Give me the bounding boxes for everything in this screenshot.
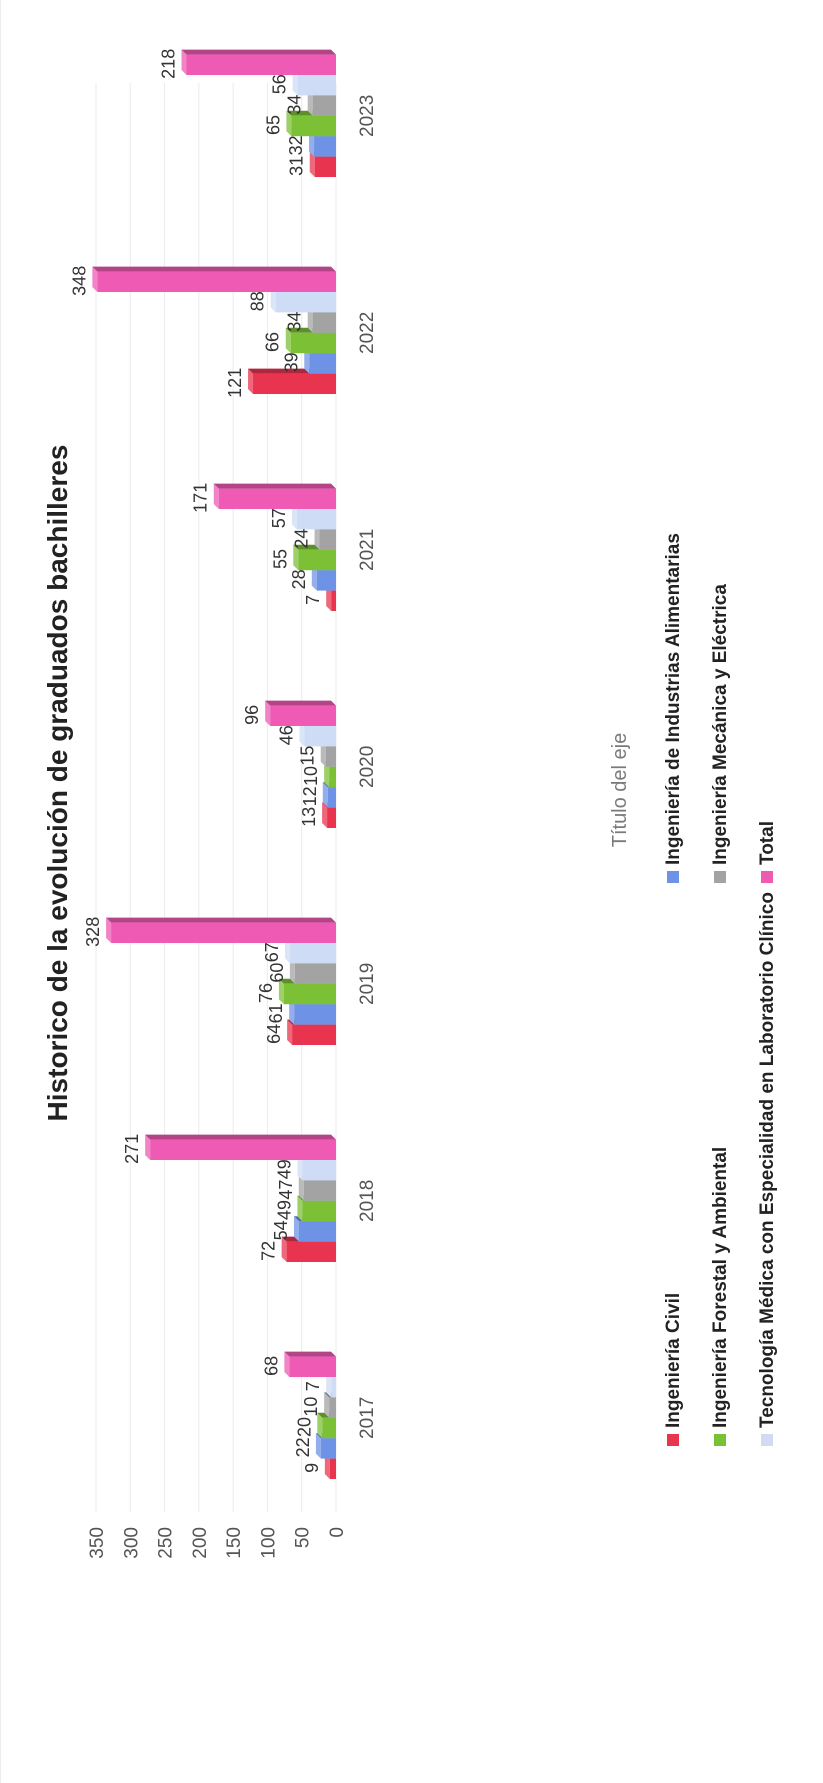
legend-label: Ingeniería Mecánica y Eléctrica [710,584,731,865]
y-axis-ticks: 0 50 100 150 200 250 300 350 [87,1527,348,1559]
legend-item: Ingeniería de Industrias Alimentarias [663,533,684,883]
category-label: 2021 [357,529,378,571]
bar [265,700,336,726]
data-label: 10 [301,766,321,786]
data-label: 57 [269,508,289,528]
data-label: 171 [191,483,211,513]
data-label: 49 [274,1200,294,1220]
bar [145,1134,336,1160]
data-label: 34 [285,312,305,332]
bar [106,917,337,943]
data-label: 76 [256,983,276,1003]
y-tick-label: 50 [293,1527,314,1548]
data-label: 20 [294,1417,314,1437]
data-label: 61 [266,1003,286,1023]
data-label: 31 [287,156,307,176]
y-tick-label: 0 [327,1527,348,1538]
category-label: 2017 [357,1397,378,1439]
legend-swatch [667,871,679,883]
data-label: 328 [83,917,103,947]
data-labels: 9222010768725449474927164617660673281312… [69,49,323,1473]
legend-label: Ingeniería Civil [663,1293,684,1428]
legend-label: Ingeniería Forestal y Ambiental [710,1147,731,1428]
data-label: 32 [286,135,306,155]
data-label: 96 [242,705,262,725]
data-label: 55 [270,549,290,569]
data-label: 49 [274,1159,294,1179]
data-label: 65 [263,115,283,135]
legend-item: Ingeniería Forestal y Ambiental [710,1147,731,1446]
data-label: 60 [267,963,287,983]
legend-item: Ingeniería Mecánica y Eléctrica [710,584,731,883]
data-label: 9 [302,1463,322,1473]
data-label: 218 [159,49,179,79]
data-label: 72 [259,1241,279,1261]
legend-swatch [714,871,726,883]
category-label: 2019 [357,963,378,1005]
bar [213,483,336,509]
legend-swatch [761,871,773,883]
data-label: 121 [225,368,245,398]
category-label: 2020 [357,746,378,788]
data-label: 13 [299,807,319,827]
data-label: 88 [248,291,268,311]
data-label: 56 [270,74,290,94]
data-label: 46 [276,725,296,745]
bar [297,1195,336,1222]
bar [284,1351,336,1377]
data-label: 47 [276,1180,296,1200]
data-label: 12 [300,786,320,806]
legend-label: Total [757,821,778,865]
data-label: 68 [261,1356,281,1376]
data-label: 348 [69,266,89,296]
chart-title: Historico de la evolución de graduados b… [42,445,73,1122]
legend-swatch [761,1434,773,1446]
y-tick-label: 100 [258,1527,279,1559]
data-label: 10 [301,1397,321,1417]
bar [315,1433,336,1459]
y-tick-label: 350 [87,1527,108,1559]
category-label: 2018 [357,1180,378,1222]
y-tick-label: 300 [121,1527,142,1559]
data-label: 66 [263,332,283,352]
data-label: 22 [293,1437,313,1457]
y-tick-label: 200 [190,1527,211,1559]
data-label: 28 [289,569,309,589]
legend-item: Tecnología Médica con Especialidad en La… [757,892,778,1446]
data-label: 7 [303,595,323,605]
data-label: 67 [262,942,282,962]
data-label: 24 [292,529,312,549]
bar-series [92,49,337,1479]
legend-item: Ingeniería Civil [663,1293,684,1446]
data-label: 64 [264,1024,284,1044]
legend-label: Ingeniería de Industrias Alimentarias [663,533,684,865]
x-axis-title: Título del eje [609,733,631,848]
data-label: 7 [303,1381,323,1391]
data-label: 34 [285,95,305,115]
y-tick-label: 250 [156,1527,177,1559]
bar [92,266,336,292]
category-label: 2022 [357,312,378,354]
bar [181,49,336,75]
y-tick-label: 150 [224,1527,245,1559]
legend-label: Tecnología Médica con Especialidad en La… [757,892,778,1428]
legend-swatch [714,1434,726,1446]
data-label: 271 [122,1134,142,1164]
legend-swatch [667,1434,679,1446]
legend-item: Total [757,821,778,883]
data-label: 39 [281,352,301,372]
category-labels: 2017 2018 2019 2020 2021 2022 2023 [357,95,378,1439]
data-label: 54 [271,1220,291,1240]
category-label: 2023 [357,95,378,137]
data-label: 15 [298,746,318,766]
legend: Ingeniería Civil Ingeniería de Industrias… [663,533,778,1446]
